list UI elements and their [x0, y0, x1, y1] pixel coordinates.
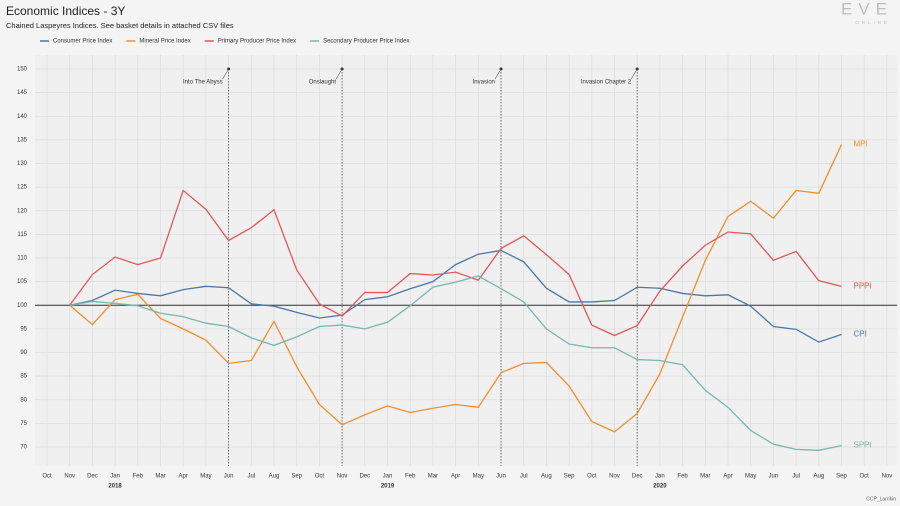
x-tick-label: Mar — [428, 474, 438, 480]
x-tick-label: Apr — [451, 474, 460, 480]
series-line — [69, 189, 842, 337]
x-tick-label: Oct — [860, 474, 870, 480]
y-tick-label: 70 — [20, 445, 27, 451]
series-line — [69, 249, 842, 343]
end-label: MPI — [854, 140, 868, 149]
y-tick-label: 125 — [17, 185, 28, 191]
legend-label: Consumer Price Index — [53, 39, 112, 45]
y-tick-label: 110 — [17, 256, 27, 262]
y-tick-label: 130 — [17, 161, 28, 167]
legend-label: Secondary Producer Price Index — [323, 39, 409, 45]
y-tick-label: 120 — [17, 208, 28, 214]
x-tick-label: Feb — [677, 474, 688, 480]
x-tick-label: Jan — [110, 474, 120, 480]
x-tick-label: May — [745, 474, 756, 480]
y-tick-label: 95 — [20, 326, 27, 332]
y-tick-label: 115 — [17, 232, 27, 238]
x-tick-label: Oct — [315, 474, 325, 480]
event-label: Invasion Chapter 2 — [581, 80, 632, 86]
x-tick-label: Feb — [133, 474, 144, 480]
event-leader — [630, 68, 638, 80]
y-tick-label: 100 — [17, 303, 28, 309]
x-tick-label: Mar — [700, 474, 710, 480]
x-tick-label: Aug — [269, 474, 280, 480]
end-label: CPI — [854, 330, 867, 339]
x-tick-label: Sep — [291, 474, 302, 480]
y-tick-label: 90 — [20, 350, 27, 356]
event-label: Invasion — [473, 80, 495, 86]
credit: CCP_Larrikin — [866, 496, 896, 502]
series-line — [69, 275, 842, 451]
legend-label: Mineral Price Index — [139, 39, 190, 45]
x-tick-label: Jul — [247, 474, 255, 480]
x-tick-label: Dec — [87, 474, 98, 480]
y-tick-label: 75 — [20, 421, 27, 427]
x-tick-label: May — [200, 474, 211, 480]
x-tick-label: Oct — [587, 474, 597, 480]
year-label: 2018 — [108, 484, 122, 490]
x-tick-label: Nov — [64, 474, 75, 480]
x-tick-label: Dec — [632, 474, 643, 480]
event-leader — [335, 68, 343, 80]
y-tick-label: 150 — [17, 67, 28, 73]
legend-label: Primary Producer Price Index — [218, 39, 296, 45]
x-tick-label: Feb — [405, 474, 416, 480]
x-tick-label: Jan — [655, 474, 665, 480]
logo-sub: ONLINE — [855, 20, 890, 25]
x-tick-label: Dec — [359, 474, 370, 480]
x-tick-label: Apr — [723, 474, 732, 480]
x-tick-label: Sep — [836, 474, 847, 480]
year-label: 2019 — [381, 484, 395, 490]
x-tick-label: Jun — [496, 474, 506, 480]
series-line — [69, 144, 843, 433]
y-tick-label: 135 — [17, 137, 28, 143]
event-label: Onslaught — [309, 80, 337, 86]
x-tick-label: Oct — [42, 474, 52, 480]
x-tick-label: Jul — [792, 474, 800, 480]
chart-title: Economic Indices - 3Y — [6, 4, 125, 18]
x-tick-label: Jan — [383, 474, 393, 480]
end-label: SPPI — [854, 441, 872, 450]
logo: EVE — [841, 0, 893, 18]
y-tick-label: 80 — [20, 397, 27, 403]
x-tick-label: Nov — [337, 474, 348, 480]
x-tick-label: Apr — [179, 474, 188, 480]
event-label: Into The Abyss — [183, 80, 223, 86]
y-tick-label: 85 — [20, 374, 27, 380]
x-tick-label: Jun — [769, 474, 779, 480]
x-tick-label: Aug — [541, 474, 552, 480]
x-tick-label: Jun — [224, 474, 234, 480]
end-label: PPPI — [854, 281, 872, 290]
x-tick-label: Nov — [882, 474, 893, 480]
x-tick-label: Mar — [155, 474, 165, 480]
chart-subtitle: Chained Laspeyres Indices. See basket de… — [6, 21, 234, 30]
x-tick-label: Sep — [564, 474, 575, 480]
y-tick-label: 145 — [17, 90, 28, 96]
event-leader — [494, 68, 502, 80]
y-tick-label: 105 — [17, 279, 28, 285]
year-label: 2020 — [653, 484, 667, 490]
y-tick-label: 140 — [17, 114, 28, 120]
x-tick-label: Aug — [813, 474, 824, 480]
event-leader — [222, 68, 229, 80]
x-tick-label: Jul — [520, 474, 528, 480]
x-tick-label: Nov — [609, 474, 620, 480]
x-tick-label: May — [473, 474, 484, 480]
